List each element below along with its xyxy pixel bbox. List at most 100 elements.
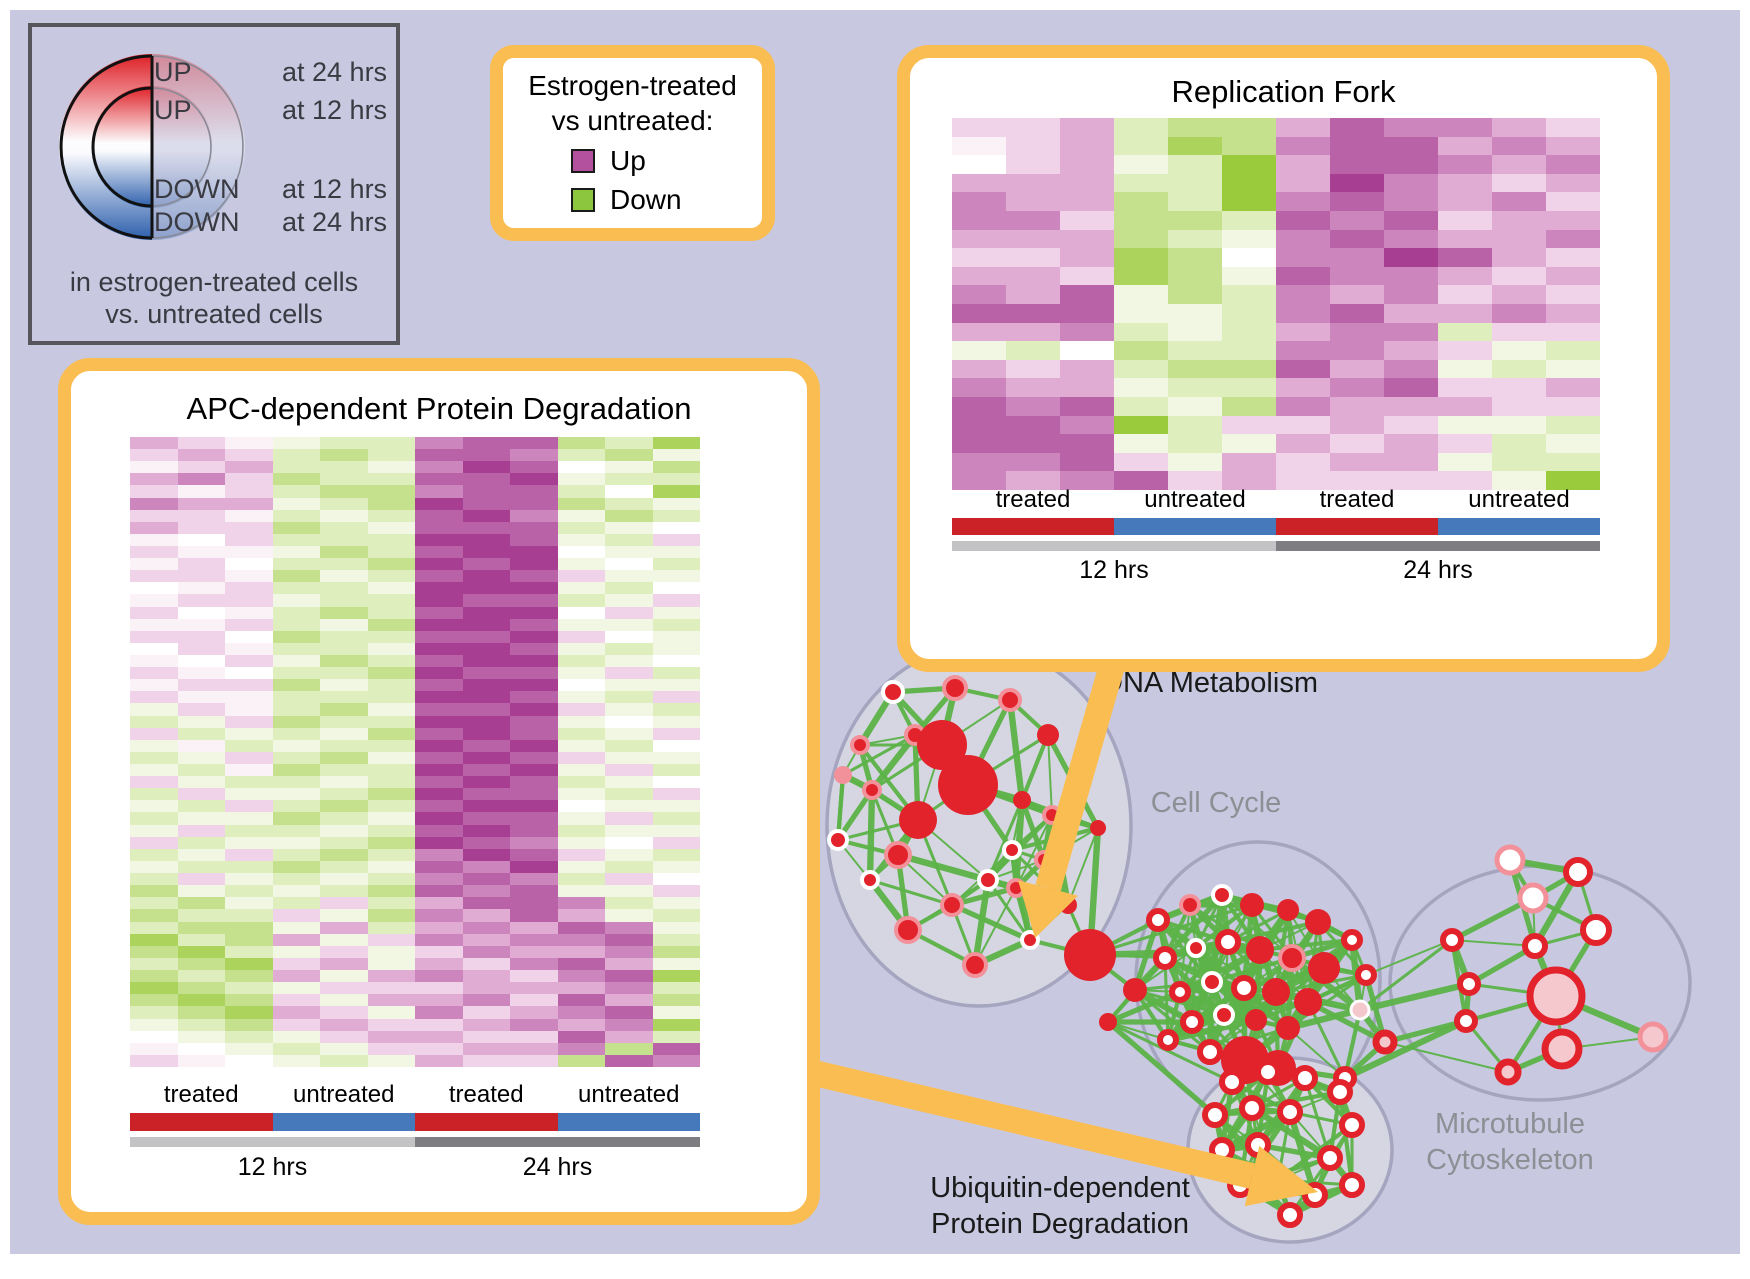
untreated-bar-segment	[272, 1113, 415, 1131]
group-label: treated	[448, 1081, 524, 1108]
heatmap-cell	[462, 945, 510, 958]
heatmap-cell	[462, 473, 510, 486]
heatmap-cell	[605, 715, 653, 728]
rf-group-labels: treated untreated treated untreated	[952, 486, 1600, 514]
heatmap-cell	[510, 1042, 558, 1055]
heatmap-cell	[605, 824, 653, 837]
heatmap-cell	[1546, 378, 1600, 397]
heatmap-cell	[177, 824, 225, 837]
heatmap-cell	[557, 751, 605, 764]
heatmap-cell	[415, 945, 463, 958]
heatmap-cell	[225, 1054, 273, 1067]
heatmap-cell	[462, 776, 510, 789]
heatmap-cell	[130, 788, 178, 801]
heatmap-cell	[557, 788, 605, 801]
heatmap-cell	[605, 763, 653, 777]
legend-up-24-label: UP	[154, 57, 192, 87]
heatmap-cell	[652, 485, 700, 498]
heatmap-cell	[1168, 266, 1222, 286]
heatmap-cell	[1330, 396, 1384, 416]
heatmap-cell	[605, 885, 653, 898]
heatmap-cell	[415, 509, 463, 522]
heatmap-cell	[1492, 471, 1546, 490]
heatmap-cell	[510, 582, 558, 595]
heatmap-cell	[1330, 155, 1384, 174]
heatmap-cell	[415, 570, 463, 583]
heatmap-cell	[652, 618, 700, 631]
heatmap-cell	[652, 970, 700, 983]
heatmap-cell	[1492, 341, 1546, 360]
heatmap-cell	[462, 788, 510, 801]
heatmap-cell	[415, 582, 463, 595]
heatmap-cell	[510, 485, 558, 498]
heatmap-cell	[1006, 471, 1060, 490]
heatmap-cell	[367, 873, 415, 886]
heatmap-cell	[272, 485, 320, 498]
heatmap-cell	[462, 594, 510, 607]
network-node	[1099, 1013, 1117, 1031]
heatmap-cell	[272, 776, 320, 789]
heatmap-cell	[605, 957, 653, 970]
heatmap-cell	[272, 570, 320, 583]
network-edge	[1249, 1089, 1343, 1111]
heatmap-cell	[462, 667, 510, 680]
heatmap-cell	[1546, 136, 1600, 156]
heatmap-cell	[415, 970, 463, 983]
heatmap-cell	[1168, 359, 1222, 379]
heatmap-cell	[1330, 341, 1384, 360]
network-edge	[1088, 903, 1254, 957]
heatmap-cell	[367, 763, 415, 777]
heatmap-cell	[272, 933, 320, 946]
heatmap-cell	[225, 667, 273, 680]
network-edge	[1164, 1016, 1260, 1044]
heatmap-cell	[557, 933, 605, 946]
heatmap-cell	[605, 1030, 653, 1043]
heatmap-cell	[1276, 266, 1330, 286]
heatmap-cell	[1222, 248, 1276, 267]
heatmap-cell	[177, 836, 225, 849]
network-edge	[868, 878, 954, 907]
heatmap-cell	[367, 545, 415, 559]
heatmap-cell	[415, 594, 463, 607]
heatmap-cell	[605, 703, 653, 716]
time-label: 24 hrs	[1403, 556, 1473, 584]
heatmap-cell	[177, 703, 225, 716]
network-node	[1457, 972, 1481, 996]
untreated-bar-segment	[557, 1113, 700, 1131]
heatmap-cell	[557, 970, 605, 983]
apc-panel-title: APC-dependent Protein Degradation	[186, 391, 692, 426]
heatmap-cell	[1492, 136, 1546, 156]
heatmap-cell	[177, 461, 225, 474]
heatmap-cell	[177, 739, 225, 752]
heatmap-cell	[177, 860, 225, 873]
down-label: Down	[610, 184, 682, 215]
heatmap-cell	[225, 654, 273, 668]
heatmap-cell	[1060, 173, 1114, 193]
heatmap-cell	[130, 497, 178, 510]
heatmap-cell	[367, 739, 415, 752]
cluster-label: Cytoskeleton	[1426, 1144, 1594, 1176]
heatmap-cell	[1060, 434, 1114, 453]
heatmap-cell	[1114, 118, 1168, 137]
network-edge	[868, 731, 919, 794]
heatmap-cell	[1168, 341, 1222, 360]
heatmap-cell	[272, 618, 320, 631]
heatmap-cell	[415, 933, 463, 946]
heatmap-cell	[177, 715, 225, 728]
heatmap-cell	[510, 1006, 558, 1019]
heatmap-cell	[320, 449, 368, 462]
network-node	[1123, 978, 1147, 1002]
heatmap-cell	[320, 727, 368, 740]
heatmap-cell	[652, 776, 700, 789]
network-node	[1276, 1016, 1300, 1040]
heatmap-cell	[557, 594, 605, 607]
cluster-label: DNA Metabolism	[1102, 667, 1318, 699]
heatmap-cell	[1384, 452, 1438, 472]
heatmap-cell	[130, 933, 178, 946]
heatmap-cell	[130, 473, 178, 486]
network-node	[1186, 938, 1206, 958]
cluster-label: Cell Cycle	[1151, 787, 1282, 819]
heatmap-cell	[557, 558, 605, 571]
heatmap-cell	[462, 812, 510, 825]
heatmap-cell	[225, 642, 273, 655]
